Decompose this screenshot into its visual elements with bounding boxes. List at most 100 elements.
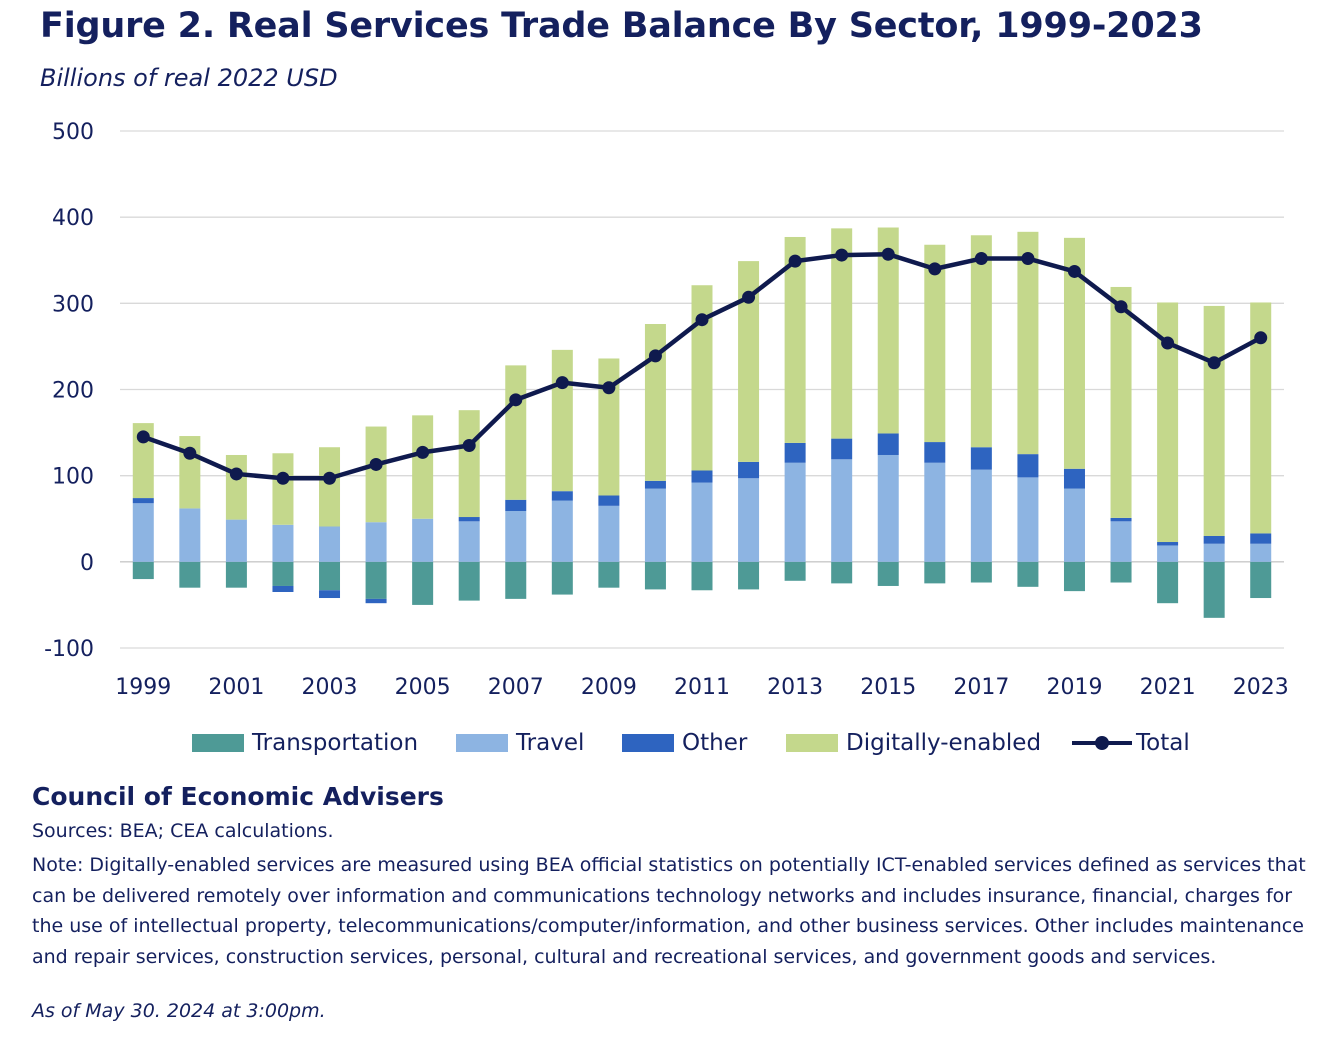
total-point-2022 xyxy=(1207,356,1221,370)
bar-transportation-2022 xyxy=(1203,561,1225,618)
bar-digitally-enabled-2021 xyxy=(1157,302,1179,543)
x-tick-label: 2011 xyxy=(674,675,730,700)
x-tick-label: 2017 xyxy=(953,675,1009,700)
legend-swatch-digitally-enabled xyxy=(786,734,838,752)
y-tick-label: 200 xyxy=(52,379,94,404)
bar-digitally-enabled-2006 xyxy=(458,410,480,518)
total-point-2007 xyxy=(509,393,523,407)
legend-label-transportation: Transportation xyxy=(252,730,419,756)
y-tick-label: 100 xyxy=(52,465,94,490)
bar-digitally-enabled-2003 xyxy=(319,447,341,527)
bar-digitally-enabled-2009 xyxy=(598,358,620,496)
bar-digitally-enabled-2005 xyxy=(412,415,434,519)
total-point-2013 xyxy=(788,254,802,268)
bar-transportation-2008 xyxy=(551,561,573,595)
bar-digitally-enabled-2004 xyxy=(365,426,387,523)
total-point-2016 xyxy=(928,262,942,276)
x-tick-label: 2001 xyxy=(208,675,264,700)
bar-travel-2022 xyxy=(1203,543,1225,562)
bar-travel-2021 xyxy=(1157,545,1179,562)
total-point-2011 xyxy=(695,313,709,327)
bar-other-2003 xyxy=(319,590,341,599)
bar-digitally-enabled-2007 xyxy=(505,365,527,500)
x-tick-label: 2013 xyxy=(767,675,823,700)
total-point-2023 xyxy=(1254,331,1268,345)
x-tick-label: 1999 xyxy=(115,675,171,700)
bar-transportation-2012 xyxy=(738,561,760,590)
total-point-2002 xyxy=(276,471,290,485)
bar-transportation-2002 xyxy=(272,561,294,586)
chart-subtitle: Billions of real 2022 USD xyxy=(40,64,338,92)
bar-travel-2014 xyxy=(831,459,853,562)
bar-travel-2011 xyxy=(691,482,713,562)
bar-other-2015 xyxy=(877,433,899,455)
bar-other-2017 xyxy=(970,447,992,470)
bar-other-2010 xyxy=(644,480,666,489)
bar-other-2007 xyxy=(505,499,527,511)
bar-travel-2008 xyxy=(551,500,573,562)
legend-item-transportation: Transportation xyxy=(192,726,418,760)
total-point-2020 xyxy=(1114,300,1128,314)
bar-travel-2006 xyxy=(458,521,480,562)
bar-transportation-2001 xyxy=(225,561,247,588)
total-point-2005 xyxy=(416,445,430,459)
bar-transportation-2003 xyxy=(319,561,341,591)
bar-travel-2012 xyxy=(738,478,760,562)
y-tick-label: 400 xyxy=(52,206,94,231)
bar-transportation-2013 xyxy=(784,561,806,581)
bar-other-2022 xyxy=(1203,535,1225,544)
total-point-2018 xyxy=(1021,252,1035,266)
bar-travel-2015 xyxy=(877,454,899,562)
bar-transportation-2019 xyxy=(1063,561,1085,592)
legend-label-total: Total xyxy=(1136,730,1190,756)
total-point-2001 xyxy=(229,467,243,481)
bar-digitally-enabled-2015 xyxy=(877,227,899,434)
bar-travel-2010 xyxy=(644,488,666,562)
bar-other-2013 xyxy=(784,442,806,463)
bar-transportation-2021 xyxy=(1157,561,1179,604)
bar-travel-2013 xyxy=(784,462,806,562)
source-organization: Council of Economic Advisers xyxy=(32,782,444,811)
bar-other-2002 xyxy=(272,585,294,592)
bar-digitally-enabled-2014 xyxy=(831,228,853,439)
bar-other-2014 xyxy=(831,438,853,460)
legend-swatch-travel xyxy=(456,734,508,752)
bar-travel-2016 xyxy=(924,462,946,562)
bar-other-2020 xyxy=(1110,517,1132,522)
bar-travel-2020 xyxy=(1110,521,1132,562)
total-point-2000 xyxy=(183,446,197,460)
bar-travel-2019 xyxy=(1063,488,1085,562)
x-axis-labels: 1999 2001 2003 2005 2007 2009 2011 2013 2015 2017… xyxy=(115,675,1288,700)
bar-travel-2005 xyxy=(412,518,434,562)
bar-transportation-2005 xyxy=(412,561,434,605)
chart-title: Figure 2. Real Services Trade Balance By… xyxy=(40,6,1203,46)
bar-other-2008 xyxy=(551,491,573,501)
bar-travel-2003 xyxy=(319,526,341,562)
total-point-2006 xyxy=(462,439,476,453)
x-tick-label: 2023 xyxy=(1233,675,1289,700)
total-point-2017 xyxy=(974,252,988,266)
legend-label-digitally-enabled: Digitally-enabled xyxy=(846,730,1042,756)
bar-digitally-enabled-2002 xyxy=(272,453,294,525)
bar-travel-2000 xyxy=(179,508,201,562)
legend-label-other: Other xyxy=(682,730,748,756)
legend-swatch-transportation xyxy=(192,734,244,752)
bar-stacks xyxy=(132,227,1272,618)
bar-other-2023 xyxy=(1250,533,1272,544)
bar-transportation-2015 xyxy=(877,561,899,586)
x-tick-label: 2021 xyxy=(1140,675,1196,700)
bar-other-2004 xyxy=(365,598,387,604)
bar-other-2012 xyxy=(738,461,760,479)
total-point-2010 xyxy=(648,349,662,363)
total-point-2019 xyxy=(1067,264,1081,278)
x-tick-label: 2015 xyxy=(860,675,916,700)
bar-transportation-2000 xyxy=(179,561,201,588)
total-point-2014 xyxy=(835,248,849,262)
bar-digitally-enabled-2013 xyxy=(784,236,806,443)
bar-transportation-2011 xyxy=(691,561,713,591)
bar-transportation-2007 xyxy=(505,561,527,599)
y-axis-labels: -100 0 100 200 300 400 500 xyxy=(44,120,94,662)
chart-plot: -100 0 100 200 300 400 500 1999 2001 2003 2005 200… xyxy=(44,120,1289,700)
bar-digitally-enabled-2012 xyxy=(738,261,760,462)
legend-item-other: Other xyxy=(622,726,747,760)
